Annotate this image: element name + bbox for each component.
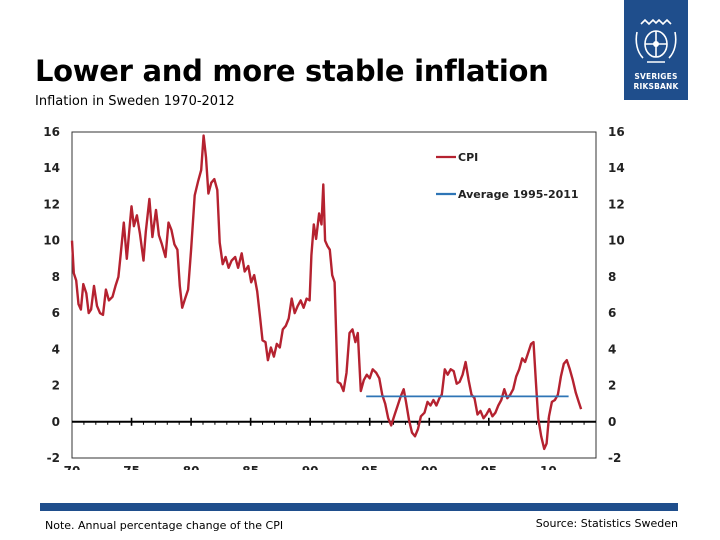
footer-bar <box>40 503 678 511</box>
y-tick-label-left: 12 <box>43 197 60 211</box>
footer-source: Source: Statistics Sweden <box>536 517 678 530</box>
x-tick-label: 00 <box>421 464 438 470</box>
y-tick-label-right: -2 <box>608 451 621 465</box>
legend-label: CPI <box>458 151 478 164</box>
y-tick-label-left: 6 <box>52 306 60 320</box>
page-title: Lower and more stable inflation <box>35 54 548 88</box>
y-tick-label-left: 16 <box>43 125 60 139</box>
x-tick-label: 75 <box>123 464 140 470</box>
x-tick-label: 90 <box>302 464 319 470</box>
y-tick-label-right: 12 <box>608 197 625 211</box>
y-tick-label-left: 4 <box>52 342 60 356</box>
y-tick-label-right: 4 <box>608 342 616 356</box>
logo-text-line2: RIKSBANK <box>624 83 688 91</box>
footer-note: Note. Annual percentage change of the CP… <box>45 519 283 532</box>
legend-label: Average 1995-2011 <box>458 188 579 201</box>
x-tick-label: 10 <box>540 464 557 470</box>
x-tick-label: 05 <box>480 464 497 470</box>
y-tick-label-left: 0 <box>52 415 60 429</box>
y-tick-label-left: 2 <box>52 379 60 393</box>
y-tick-label-right: 8 <box>608 270 616 284</box>
chart-subtitle: Inflation in Sweden 1970-2012 <box>35 94 235 109</box>
y-tick-label-right: 0 <box>608 415 616 429</box>
x-tick-label: 70 <box>64 464 81 470</box>
y-tick-label-right: 16 <box>608 125 625 139</box>
x-tick-label: 80 <box>183 464 200 470</box>
x-tick-label: 85 <box>242 464 259 470</box>
logo-text-line1: SVERIGES <box>624 73 688 81</box>
y-tick-label-right: 14 <box>608 161 625 175</box>
y-tick-label-left: -2 <box>47 451 60 465</box>
y-tick-label-left: 10 <box>43 234 60 248</box>
riksbank-crest-icon <box>633 18 679 66</box>
y-tick-label-right: 6 <box>608 306 616 320</box>
riksbank-logo: SVERIGES RIKSBANK <box>624 0 688 100</box>
x-tick-label: 95 <box>361 464 378 470</box>
y-tick-label-right: 2 <box>608 379 616 393</box>
y-tick-label-left: 8 <box>52 270 60 284</box>
y-tick-label-left: 14 <box>43 161 60 175</box>
y-tick-label-right: 10 <box>608 234 625 248</box>
